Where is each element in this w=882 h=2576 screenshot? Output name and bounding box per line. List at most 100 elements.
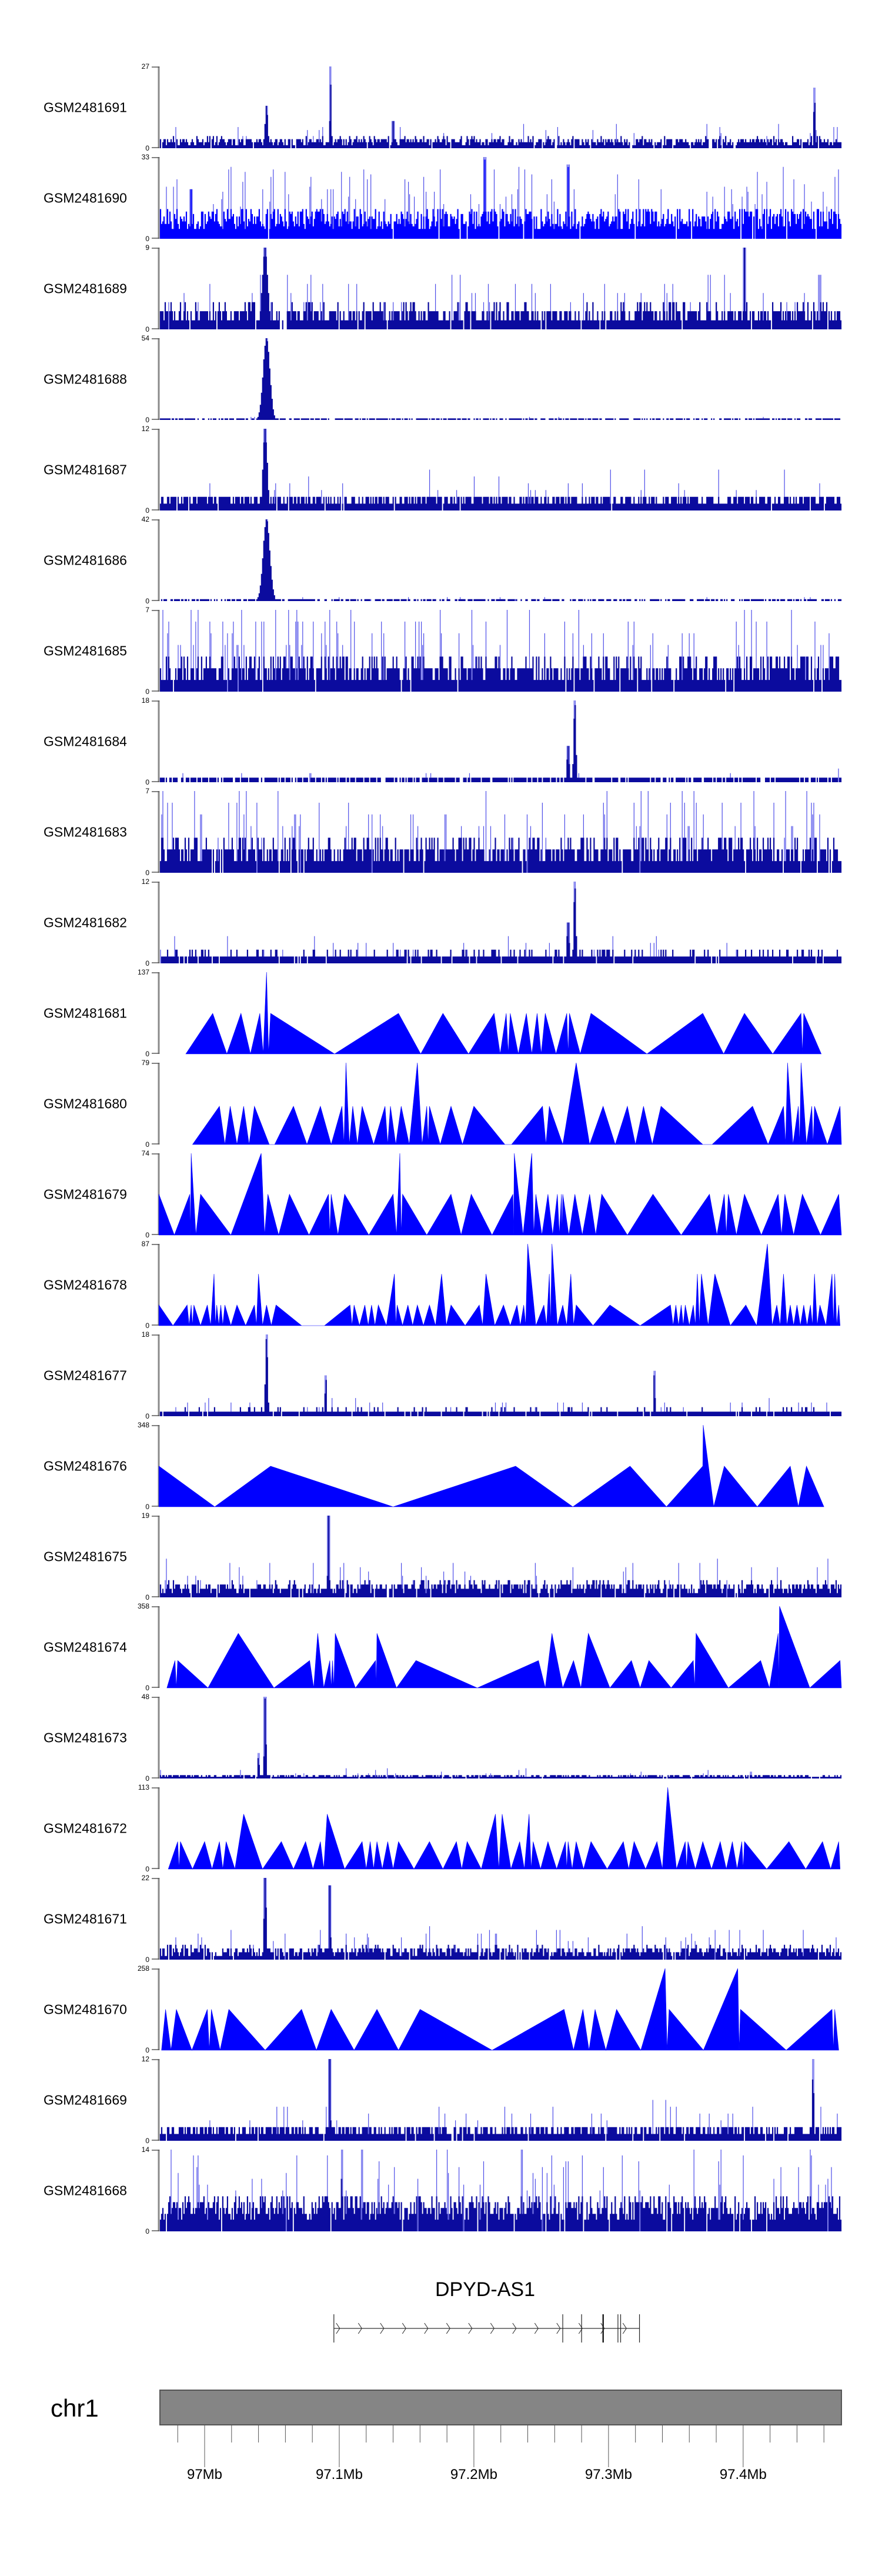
track-GSM2481670: GSM2481670 258 0 xyxy=(44,1964,839,2054)
track-GSM2481675: GSM2481675 19 0 xyxy=(44,1511,842,1601)
y-axis-zero-label: 0 xyxy=(145,778,149,786)
coverage-spikes xyxy=(165,1516,828,1597)
y-axis-zero-label: 0 xyxy=(145,1956,149,1964)
axis-tick-label: 97Mb xyxy=(187,2467,222,2482)
track-label: GSM2481684 xyxy=(44,734,127,749)
coverage-spikes xyxy=(161,791,820,873)
track-GSM2481669: GSM2481669 12 0 xyxy=(44,2055,842,2145)
coverage-spikes xyxy=(209,429,820,504)
strand-chevron-icon xyxy=(622,2323,627,2334)
coverage-spikes xyxy=(175,66,838,148)
track-GSM2481679: GSM2481679 74 0 xyxy=(44,1149,842,1239)
coverage-bars xyxy=(159,1698,842,1778)
y-axis-zero-label: 0 xyxy=(145,869,149,877)
y-axis-max-label: 258 xyxy=(138,1964,149,1973)
strand-chevron-icon xyxy=(468,2323,473,2334)
coverage-area xyxy=(158,1243,841,1327)
coverage-bars xyxy=(159,1339,842,1416)
y-axis-max-label: 22 xyxy=(142,1874,150,1882)
coverage-bars xyxy=(159,338,841,420)
y-axis-max-label: 18 xyxy=(142,696,150,705)
data-tracks: GSM2481691270GSM2481690330GSM248168990GS… xyxy=(44,62,842,2235)
coverage-spikes xyxy=(160,882,737,963)
y-axis-zero-label: 0 xyxy=(145,1684,149,1692)
strand-chevron-icon xyxy=(380,2323,385,2334)
y-axis-max-label: 113 xyxy=(138,1783,149,1791)
coverage-spikes xyxy=(182,700,839,782)
strand-chevron-icon xyxy=(424,2323,429,2334)
coverage-area xyxy=(168,1787,841,1870)
track-label: GSM2481680 xyxy=(44,1096,127,1112)
track-label: GSM2481681 xyxy=(44,1006,127,1021)
y-axis-max-label: 74 xyxy=(142,1149,150,1157)
track-label: GSM2481685 xyxy=(44,643,127,659)
coverage-bars xyxy=(159,656,842,692)
coverage-spikes xyxy=(267,519,811,601)
strand-chevron-icon xyxy=(556,2323,561,2334)
coverage-spikes xyxy=(160,1697,752,1778)
coverage-area xyxy=(161,1968,839,2051)
coverage-bars xyxy=(159,159,842,239)
y-axis-zero-label: 0 xyxy=(145,235,149,243)
y-axis-max-label: 54 xyxy=(142,334,150,342)
y-axis-zero-label: 0 xyxy=(145,1774,149,1783)
strand-chevron-icon xyxy=(358,2323,362,2334)
y-axis-max-label: 12 xyxy=(142,877,150,886)
y-axis-zero-label: 0 xyxy=(145,1593,149,1601)
track-GSM2481686: GSM2481686 42 0 xyxy=(44,515,842,605)
coverage-area xyxy=(166,1606,842,1689)
y-axis-zero-label: 0 xyxy=(145,1865,149,1873)
coverage-area xyxy=(185,972,822,1055)
strand-chevron-icon xyxy=(578,2323,583,2334)
coverage-spikes xyxy=(175,1878,837,1960)
y-axis-zero-label: 0 xyxy=(145,1050,149,1058)
track-GSM2481678: GSM2481678 87 0 xyxy=(44,1240,841,1330)
track-GSM2481668: GSM2481668 14 0 xyxy=(44,2145,842,2235)
track-label: GSM2481668 xyxy=(44,2183,127,2198)
y-axis-zero-label: 0 xyxy=(145,2137,149,2145)
strand-chevron-icon xyxy=(512,2323,517,2334)
y-axis-zero-label: 0 xyxy=(145,144,149,152)
track-label: GSM2481687 xyxy=(44,462,127,478)
track-label: GSM2481675 xyxy=(44,1549,127,1564)
track-label: GSM2481683 xyxy=(44,825,127,840)
track-GSM2481673: GSM2481673 48 0 xyxy=(44,1693,842,1783)
y-axis-zero-label: 0 xyxy=(145,416,149,424)
chromosome-label: chr1 xyxy=(51,2394,99,2422)
coverage-bars xyxy=(159,1516,842,1597)
coverage-bars xyxy=(159,2178,842,2231)
coverage-bars xyxy=(159,429,842,510)
y-axis-max-label: 19 xyxy=(142,1511,150,1520)
coverage-spikes xyxy=(209,2059,838,2134)
y-axis-max-label: 33 xyxy=(142,153,150,161)
y-axis-zero-label: 0 xyxy=(145,325,149,333)
track-label: GSM2481689 xyxy=(44,281,127,296)
track-label: GSM2481686 xyxy=(44,553,127,568)
track-GSM2481682: GSM2481682 12 0 xyxy=(44,877,842,967)
y-axis-max-label: 18 xyxy=(142,1330,150,1339)
track-GSM2481684: GSM2481684 18 0 xyxy=(44,696,842,786)
track-label: GSM2481688 xyxy=(44,372,127,387)
track-GSM2481683: GSM2481683 7 0 xyxy=(44,787,842,877)
track-label: GSM2481677 xyxy=(44,1368,127,1383)
y-axis-zero-label: 0 xyxy=(145,1140,149,1149)
track-GSM2481685: GSM2481685 7 0 xyxy=(44,606,842,696)
y-axis-zero-label: 0 xyxy=(145,1231,149,1239)
y-axis-zero-label: 0 xyxy=(145,1322,149,1330)
y-axis-zero-label: 0 xyxy=(145,2227,149,2235)
coverage-bars xyxy=(159,1878,842,1960)
axis-tick-label: 97.1Mb xyxy=(316,2467,363,2482)
track-GSM2481688: GSM2481688 54 0 xyxy=(44,334,841,424)
y-axis-zero-label: 0 xyxy=(145,506,149,515)
track-label: GSM2481691 xyxy=(44,100,127,115)
strand-chevron-icon xyxy=(534,2323,539,2334)
y-axis-max-label: 358 xyxy=(138,1602,149,1610)
gene-track: DPYD-AS1 xyxy=(333,2278,640,2343)
strand-chevron-icon xyxy=(402,2323,406,2334)
track-GSM2481680: GSM2481680 79 0 xyxy=(44,1059,842,1149)
coverage-spikes xyxy=(171,2150,832,2231)
track-label: GSM2481676 xyxy=(44,1459,127,1474)
coverage-bars xyxy=(159,837,842,873)
y-axis-max-label: 7 xyxy=(145,606,149,614)
coverage-area xyxy=(158,1424,824,1507)
